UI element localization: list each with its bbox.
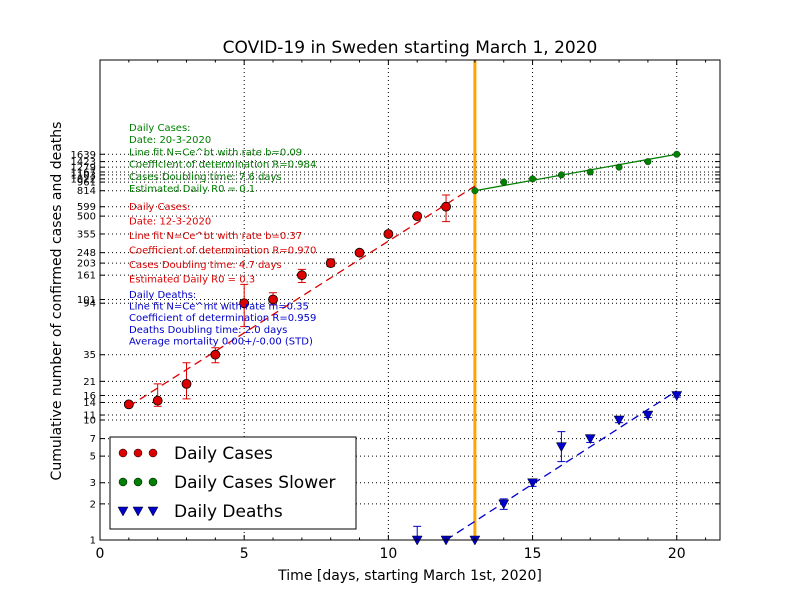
data-point	[412, 211, 423, 222]
legend-marker	[118, 477, 128, 487]
data-point	[498, 499, 510, 510]
axes: 0 5 10 15 2012357101114162135941011612032483…	[71, 59, 721, 562]
y-tick-label: 14	[83, 398, 96, 409]
y-tick-label: 16	[83, 391, 96, 402]
y-tick-label: 355	[77, 229, 96, 240]
data-point	[181, 378, 192, 389]
data-point	[557, 171, 565, 179]
y-tick-label: 10	[83, 416, 96, 427]
legend-marker	[133, 477, 143, 487]
x-tick-label: 0	[96, 546, 105, 562]
chart-title: COVID-19 in Sweden starting March 1, 202…	[223, 38, 598, 58]
legend-marker	[132, 506, 144, 517]
y-tick-label: 599	[77, 202, 96, 213]
annotation-red-line: Coefficient of determination R=0.970	[129, 246, 316, 257]
annotation-blue-line: Deaths Doubling time: 2.0 days	[129, 325, 287, 336]
data-point	[296, 270, 307, 281]
y-tick-label: 5	[90, 452, 96, 463]
legend-marker	[118, 448, 128, 458]
annotation-red-line: Line fit N=Ce^bt with rate b=0.37	[129, 231, 302, 242]
annotation-green-line: Coefficient of determination R=0.984	[129, 160, 316, 171]
y-tick-label: 94	[83, 299, 96, 310]
y-tick-label: 814	[77, 186, 96, 197]
data-point	[555, 442, 567, 453]
y-tick-label: 1639	[71, 150, 96, 161]
annotation-green-line: Daily Cases:	[129, 123, 191, 134]
y-tick-label: 248	[77, 248, 96, 259]
data-point	[586, 168, 594, 176]
x-tick-label: 5	[240, 546, 249, 562]
y-tick-label: 7	[90, 434, 96, 445]
data-point	[123, 399, 134, 410]
fit-line	[445, 390, 678, 541]
annotation-green-line: Estimated Daily R0 = 0.1	[129, 184, 255, 195]
annotation-blue-line: Line fit N=Ce^mt with rate m=0.35	[129, 302, 309, 313]
data-point	[441, 201, 451, 212]
y-tick-label: 1423	[71, 157, 96, 168]
x-tick-label: 15	[524, 546, 542, 562]
y-tick-label: 161	[77, 271, 96, 282]
y-tick-label: 11	[83, 411, 96, 422]
annotation-blue-line: Average mortality 0.00+/-0.00 (STD)	[129, 336, 313, 347]
data-point	[210, 349, 221, 360]
data-point	[529, 175, 537, 183]
annotation-red-line: Daily Cases:	[129, 202, 191, 213]
y-tick-label: 500	[77, 212, 96, 223]
legend-marker	[133, 448, 143, 458]
data-point	[354, 247, 365, 258]
data-point	[500, 178, 508, 186]
annotation-blue-line: Daily Deaths:	[129, 290, 196, 301]
legend-marker	[117, 506, 129, 517]
data-point	[644, 158, 652, 166]
data-point	[613, 415, 625, 426]
data-point	[325, 258, 336, 269]
x-tick-label: 20	[668, 546, 686, 562]
legend-label: Daily Cases	[174, 444, 273, 464]
annotation-red-line: Estimated Daily R0 = 0.3	[129, 275, 255, 286]
y-tick-label: 1	[90, 536, 96, 547]
y-tick-label: 1022	[71, 174, 96, 185]
legend: Daily Cases Daily Cases Slower Daily Death…	[109, 436, 357, 530]
data-point	[642, 410, 654, 421]
annotation-red-line: Date: 12-3-2020	[129, 217, 211, 228]
legend-label: Daily Cases Slower	[174, 473, 336, 493]
data-point	[383, 229, 394, 239]
data-point	[239, 298, 250, 309]
y-tick-label: 2	[90, 499, 96, 510]
y-tick-label: 101	[77, 295, 96, 306]
data-point	[268, 294, 278, 305]
data-point	[671, 391, 683, 402]
x-tick-label: 10	[379, 546, 397, 562]
y-tick-label: 35	[83, 350, 96, 361]
y-tick-label: 1279	[71, 163, 96, 174]
data-point	[527, 478, 538, 489]
annotation-green-line: Date: 20-3-2020	[129, 135, 211, 146]
annotation-green-line: Line fit N=Ce^bt with rate b=0.09	[129, 147, 302, 158]
y-axis-label: Cumulative number of confirmed cases and…	[49, 122, 65, 481]
plot-marks	[123, 60, 683, 546]
fit-line	[474, 153, 677, 192]
annotation-blue-line: Coefficient of determination R=0.959	[129, 313, 316, 324]
y-tick-label: 203	[77, 259, 96, 270]
y-tick-label: 3	[90, 478, 96, 489]
legend-marker	[147, 506, 159, 517]
plot-frame	[99, 59, 721, 541]
data-point	[615, 163, 623, 171]
y-tick-label: 21	[83, 377, 96, 388]
legend-marker	[148, 477, 158, 487]
legend-label: Daily Deaths	[174, 502, 283, 522]
legend-marker	[148, 448, 158, 458]
annotation-red-line: Cases Doubling time: 4.7 days	[129, 260, 282, 271]
data-point	[673, 150, 681, 158]
y-tick-label: 1103	[71, 170, 96, 181]
annotation-green-line: Cases Doubling time: 7.6 days	[129, 172, 282, 183]
x-axis-label: Time [days, starting March 1st, 2020]	[277, 568, 542, 584]
y-tick-label: 1167	[71, 167, 96, 178]
data-point	[584, 434, 596, 445]
data-point	[152, 395, 163, 406]
data-point	[471, 187, 479, 195]
y-tick-label: 961	[77, 178, 96, 189]
